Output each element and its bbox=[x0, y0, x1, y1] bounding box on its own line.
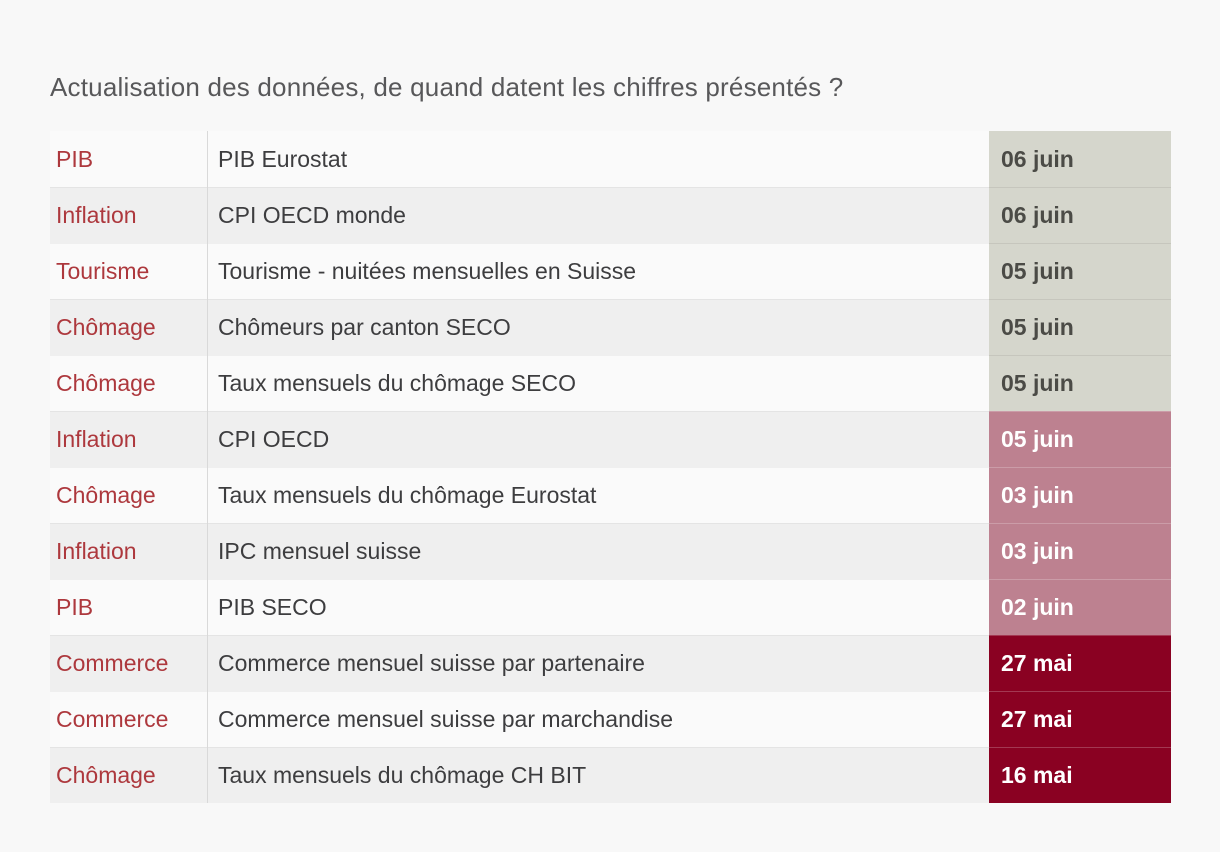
category-cell: Chômage bbox=[50, 355, 207, 411]
category-cell: Chômage bbox=[50, 467, 207, 523]
table-row: Chômage Taux mensuels du chômage CH BIT 16… bbox=[50, 747, 1171, 803]
description-cell: Taux mensuels du chômage SECO bbox=[207, 355, 989, 411]
description-cell: Taux mensuels du chômage Eurostat bbox=[207, 467, 989, 523]
description-cell: Taux mensuels du chômage CH BIT bbox=[207, 747, 989, 803]
description-cell: CPI OECD monde bbox=[207, 187, 989, 243]
date-cell: 05 juin bbox=[989, 243, 1171, 299]
date-cell: 27 mai bbox=[989, 691, 1171, 747]
date-cell: 27 mai bbox=[989, 635, 1171, 691]
description-cell: IPC mensuel suisse bbox=[207, 523, 989, 579]
category-cell: PIB bbox=[56, 145, 94, 172]
category-cell: Inflation bbox=[50, 523, 207, 579]
table-row: Commerce Commerce mensuel suisse par part… bbox=[50, 635, 1171, 691]
category-cell: Commerce bbox=[50, 691, 207, 747]
date-cell: 05 juin bbox=[989, 299, 1171, 355]
date-cell: 05 juin bbox=[989, 411, 1171, 467]
description-cell: PIB SECO bbox=[207, 579, 989, 635]
table-row: Inflation CPI OECD monde 06 juin bbox=[50, 187, 1171, 243]
date-cell: 03 juin bbox=[989, 523, 1171, 579]
table-row: PIB PIB Eurostat 06 juin bbox=[50, 131, 1171, 187]
description-cell: Commerce mensuel suisse par partenaire bbox=[207, 635, 989, 691]
date-cell: 03 juin bbox=[989, 467, 1171, 523]
date-cell: 05 juin bbox=[989, 355, 1171, 411]
description-cell: Chômeurs par canton SECO bbox=[207, 299, 989, 355]
table-row: PIB PIB SECO 02 juin bbox=[50, 579, 1171, 635]
category-cell: PIB bbox=[50, 579, 207, 635]
description-cell: Tourisme - nuitées mensuelles en Suisse bbox=[207, 243, 989, 299]
table-row: Chômage Taux mensuels du chômage Eurostat… bbox=[50, 467, 1171, 523]
category-cell: Chômage bbox=[50, 747, 207, 803]
description-cell: CPI OECD bbox=[207, 411, 989, 467]
category-cell: Chômage bbox=[50, 299, 207, 355]
table-row: Inflation CPI OECD 05 juin bbox=[50, 411, 1171, 467]
data-update-table: PIB PIB Eurostat 06 juin Inflation CPI OECD … bbox=[50, 131, 1171, 803]
date-cell: 16 mai bbox=[989, 747, 1171, 803]
table-row: Commerce Commerce mensuel suisse par marc… bbox=[50, 691, 1171, 747]
table-row: Chômage Chômeurs par canton SECO 05 juin bbox=[50, 299, 1171, 355]
date-cell: 06 juin bbox=[989, 131, 1171, 187]
date-cell: 02 juin bbox=[989, 579, 1171, 635]
description-cell: PIB Eurostat bbox=[207, 131, 989, 187]
page-title: Actualisation des données, de quand date… bbox=[50, 72, 844, 103]
description-cell: Commerce mensuel suisse par marchandise bbox=[207, 691, 989, 747]
date-cell: 06 juin bbox=[989, 187, 1171, 243]
category-cell: Inflation bbox=[50, 187, 207, 243]
category-cell: Tourisme bbox=[50, 243, 207, 299]
category-cell: Commerce bbox=[50, 635, 207, 691]
table-row: Tourisme Tourisme - nuitées mensuelles en… bbox=[50, 243, 1171, 299]
table-row: Chômage Taux mensuels du chômage SECO 05 j… bbox=[50, 355, 1171, 411]
table-row: Inflation IPC mensuel suisse 03 juin bbox=[50, 523, 1171, 579]
category-cell: Inflation bbox=[50, 411, 207, 467]
